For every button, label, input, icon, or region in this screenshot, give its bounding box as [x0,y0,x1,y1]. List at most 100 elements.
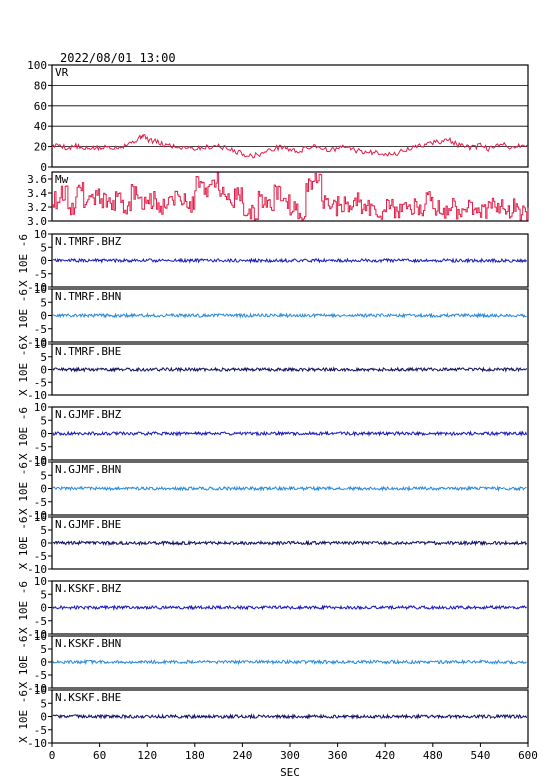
y-tick-label: 3.6 [27,173,47,186]
y-tick-label: 10 [34,575,47,588]
y-axis-label: X 10E -6 [17,289,30,342]
y-tick-label: 3.0 [27,215,47,228]
waveform-trace [52,539,528,547]
y-tick-label: -5 [34,724,47,737]
waveform-trace [52,604,527,611]
y-tick-label: 5 [40,524,47,537]
y-tick-label: 10 [34,228,47,241]
y-axis-label: X 10E -6 [17,407,30,460]
waveform-trace [52,366,528,373]
y-tick-label: 5 [40,588,47,601]
y-tick-label: -5 [34,323,47,336]
x-tick-label: 540 [470,749,490,762]
y-tick-label: -5 [34,441,47,454]
panel-label: N.GJMF.BHN [55,463,121,476]
y-axis-label: X 10E -6 [17,581,30,634]
x-tick-label: 180 [185,749,205,762]
panel-label: Mw [55,173,69,186]
y-tick-label: 5 [40,351,47,364]
x-tick-label: 60 [93,749,106,762]
y-axis-label: X 10E -6 [17,690,30,743]
y-tick-label: 0 [40,428,47,441]
panel-label: N.TMRF.BHZ [55,235,122,248]
y-tick-label: -10 [27,509,47,522]
y-tick-label: 10 [34,630,47,643]
y-tick-label: 3.4 [27,187,47,200]
y-tick-label: -5 [34,550,47,563]
y-tick-label: 10 [34,338,47,351]
waveform-trace [52,312,527,319]
waveform-trace [52,658,527,666]
x-tick-label: 240 [232,749,252,762]
x-axis: 0 60 120 180 240 300 360 420 480 540 600 [49,743,538,762]
y-tick-label: -5 [34,496,47,509]
y-axis-label: X 10E -6 [17,234,30,287]
x-tick-label: 300 [280,749,300,762]
y-tick-label: 100 [27,59,47,72]
y-tick-label: 5 [40,296,47,309]
y-tick-label: 0 [40,364,47,377]
y-tick-label: 3.2 [27,201,47,214]
panel-label: N.KSKF.BHN [55,637,121,650]
y-tick-label: -5 [34,669,47,682]
chart-title: 2022/08/01 13:00 [60,51,176,65]
y-tick-label: 80 [34,79,47,92]
y-tick-label: -10 [27,336,47,349]
y-tick-label: 0 [40,537,47,550]
x-tick-label: 360 [328,749,348,762]
mw-series-line [52,172,529,221]
y-tick-label: 20 [34,141,47,154]
panel-label: N.GJMF.BHE [55,518,121,531]
y-tick-label: -5 [34,376,47,389]
y-tick-label: -10 [27,281,47,294]
panel-mw: 3.03.23.43.6 Mw [27,171,529,228]
x-tick-label: 420 [375,749,395,762]
y-tick-label: -10 [27,628,47,641]
panel-label: N.KSKF.BHE [55,691,121,704]
y-tick-label: 5 [40,469,47,482]
waveform-trace [52,430,528,437]
y-axis-label: X 10E -6 [17,636,30,689]
y-tick-label: 0 [40,255,47,268]
vr-series-line [51,133,529,159]
x-tick-label: 480 [423,749,443,762]
y-tick-label: -10 [27,454,47,467]
waveform-trace [52,713,528,720]
y-tick-label: -10 [27,737,47,750]
y-tick-label: 5 [40,241,47,254]
panel-frame [51,288,529,343]
panel-frame [51,64,529,168]
y-tick-label: 5 [40,414,47,427]
y-tick-label: -10 [27,389,47,402]
y-tick-label: 0 [40,483,47,496]
x-tick-label: 0 [49,749,56,762]
panel-vr: 0 20 40 60 80 100 VR [27,59,529,174]
waveform-trace [52,257,528,264]
panel-label: N.TMRF.BHE [55,345,121,358]
y-tick-label: 0 [40,161,47,174]
y-tick-label: 10 [34,283,47,296]
y-tick-label: 10 [34,456,47,469]
x-tick-label: 120 [137,749,157,762]
y-tick-label: -10 [27,682,47,695]
y-tick-label: 10 [34,684,47,697]
waveform-trace [52,485,527,492]
x-axis-label: SEC [280,766,300,779]
y-tick-label: 40 [34,120,47,133]
y-axis-label: X 10E -6 [17,462,30,515]
panel-label: N.TMRF.BHN [55,290,121,303]
panel-label: N.GJMF.BHZ [55,408,122,421]
y-tick-label: 0 [40,602,47,615]
y-tick-label: -5 [34,615,47,628]
y-axis-label: X 10E -6 [17,343,30,396]
y-tick-label: 0 [40,310,47,323]
